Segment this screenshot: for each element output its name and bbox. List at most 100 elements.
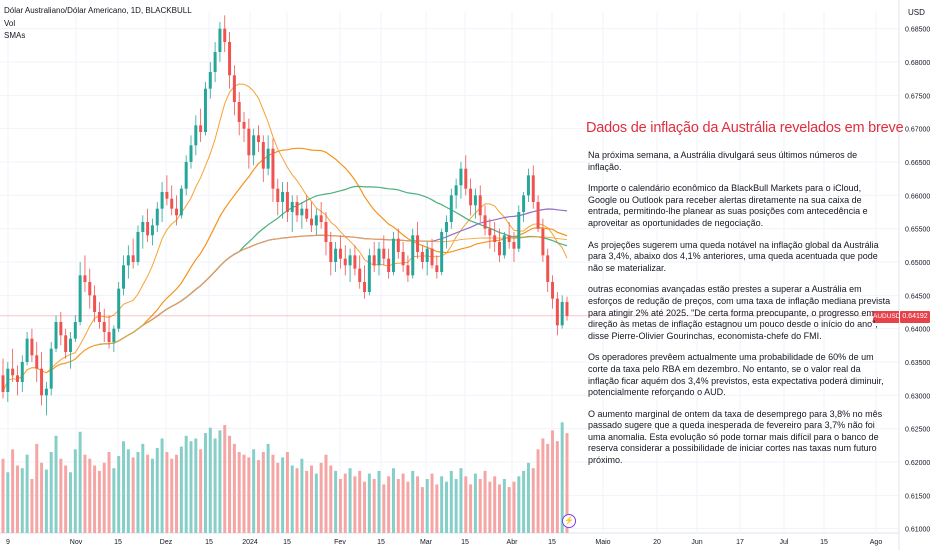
volume-bar bbox=[406, 481, 410, 533]
indicator-smas-label[interactable]: SMAs bbox=[4, 31, 26, 40]
volume-bar bbox=[295, 468, 299, 533]
candle-body bbox=[247, 128, 251, 156]
candle-body bbox=[218, 28, 222, 52]
x-tick-label: 15 bbox=[205, 539, 213, 546]
volume-bar bbox=[54, 435, 58, 533]
candle-body bbox=[271, 148, 275, 189]
candle-body bbox=[435, 265, 439, 272]
volume-bar bbox=[469, 484, 473, 533]
candlesticks bbox=[1, 15, 569, 416]
volume-bar bbox=[329, 465, 333, 533]
candle-body bbox=[483, 215, 487, 229]
volume-bar bbox=[112, 468, 116, 533]
volume-bar bbox=[353, 476, 357, 533]
article-paragraph-2: Importe o calendário econômico da BlackB… bbox=[588, 183, 868, 228]
volume-bar bbox=[11, 449, 15, 533]
x-tick-label: 2024 bbox=[242, 539, 258, 546]
volume-bar bbox=[551, 430, 555, 533]
volume-bar bbox=[387, 476, 391, 533]
candle-body bbox=[348, 255, 352, 266]
volume-bar bbox=[78, 431, 82, 533]
volume-bar bbox=[194, 438, 198, 533]
volume-bar bbox=[59, 458, 63, 533]
volume-bar bbox=[324, 454, 328, 533]
volume-bar bbox=[512, 481, 516, 533]
candle-body bbox=[73, 322, 77, 339]
volume-bars bbox=[1, 422, 569, 533]
volume-bar bbox=[449, 470, 453, 533]
volume-bar bbox=[285, 452, 289, 533]
candle-body bbox=[281, 192, 285, 202]
volume-bar bbox=[117, 456, 121, 533]
volume-bar bbox=[531, 468, 535, 533]
currency-label[interactable]: USD bbox=[908, 8, 925, 17]
volume-bar bbox=[40, 462, 44, 533]
volume-bar bbox=[498, 484, 502, 533]
candle-body bbox=[237, 102, 241, 122]
candle-body bbox=[377, 248, 381, 266]
y-axis-ticks: 0.68500 0.68000 0.67500 0.67000 0.66500 0.660… bbox=[905, 27, 930, 534]
indicator-vol-label[interactable]: Vol bbox=[4, 19, 16, 28]
volume-bar bbox=[189, 441, 193, 533]
candle-body bbox=[444, 222, 448, 232]
volume-bar bbox=[73, 449, 77, 533]
volume-bar bbox=[141, 443, 145, 533]
candle-body bbox=[83, 275, 87, 282]
volume-bar bbox=[536, 449, 540, 533]
y-tick-label: 0.66500 bbox=[905, 160, 930, 167]
x-tick-label: Dez bbox=[160, 539, 173, 546]
x-tick-label: 17 bbox=[736, 539, 744, 546]
x-tick-label: Abr bbox=[507, 539, 519, 546]
volume-bar bbox=[435, 484, 439, 533]
candle-body bbox=[502, 235, 506, 256]
candle-body bbox=[560, 302, 564, 326]
lightning-icon[interactable]: ⚡ bbox=[562, 514, 576, 528]
x-tick-label: 9 bbox=[6, 539, 10, 546]
candle-body bbox=[324, 222, 328, 242]
article-paragraph-5: Os operadores prevêem actualmente uma pr… bbox=[588, 352, 884, 398]
volume-bar bbox=[102, 462, 106, 533]
volume-bar bbox=[502, 479, 506, 533]
article-paragraph-4: outras economias avançadas estão prestes… bbox=[588, 284, 891, 341]
volume-bar bbox=[555, 441, 559, 533]
candle-body bbox=[565, 302, 569, 316]
candle-body bbox=[363, 282, 367, 292]
volume-bar bbox=[560, 422, 564, 533]
candle-body bbox=[300, 208, 304, 216]
y-tick-label: 0.61000 bbox=[905, 527, 930, 534]
y-tick-label: 0.63500 bbox=[905, 360, 930, 367]
x-tick-label: 20 bbox=[653, 539, 661, 546]
candle-body bbox=[536, 202, 540, 229]
candle-body bbox=[126, 255, 130, 266]
candle-body bbox=[319, 215, 323, 222]
volume-bar bbox=[546, 443, 550, 533]
candle-body bbox=[256, 135, 260, 142]
candle-body bbox=[459, 168, 463, 186]
candle-body bbox=[420, 252, 424, 262]
candle-body bbox=[440, 232, 444, 272]
article-overlay: Dados de inflação da Austrália revelados… bbox=[586, 120, 904, 477]
candle-body bbox=[49, 348, 53, 389]
candle-body bbox=[406, 265, 410, 276]
candle-body bbox=[59, 322, 63, 336]
candle-body bbox=[146, 222, 150, 236]
candle-body bbox=[40, 368, 44, 396]
volume-bar bbox=[526, 462, 530, 533]
y-tick-label: 0.65000 bbox=[905, 260, 930, 267]
y-tick-label: 0.65500 bbox=[905, 227, 930, 234]
sma-green-line bbox=[99, 185, 568, 345]
candle-body bbox=[391, 238, 395, 272]
y-tick-label: 0.67500 bbox=[905, 93, 930, 100]
candle-body bbox=[473, 195, 477, 206]
x-tick-label: Fev bbox=[334, 539, 346, 546]
candle-body bbox=[469, 188, 473, 206]
candle-body bbox=[310, 218, 314, 226]
y-tick-label: 0.64500 bbox=[905, 293, 930, 300]
volume-bar bbox=[49, 452, 53, 533]
candle-body bbox=[68, 338, 72, 352]
candle-body bbox=[266, 148, 270, 169]
volume-bar bbox=[440, 476, 444, 533]
last-price-badge: 0.64192 bbox=[900, 311, 930, 323]
y-tick-label: 0.66000 bbox=[905, 193, 930, 200]
